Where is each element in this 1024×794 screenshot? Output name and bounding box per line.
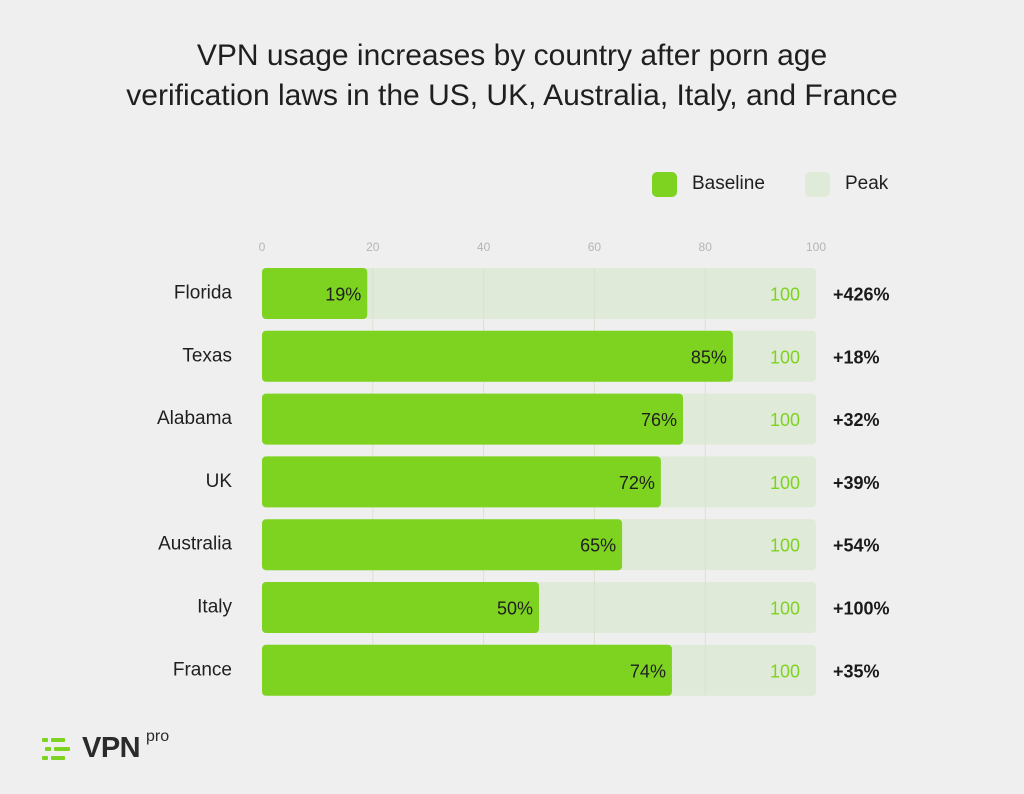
x-tick-label: 0 [259, 240, 266, 254]
peak-value-label: 100 [770, 285, 800, 305]
bar-baseline [262, 393, 684, 445]
baseline-value-label: 72% [619, 473, 655, 493]
peak-value-label: 100 [770, 661, 800, 681]
vpnpro-logo-superscript: pro [146, 728, 170, 745]
increase-label: +54% [833, 536, 880, 556]
increase-label: +18% [833, 347, 880, 367]
category-label: Texas [182, 345, 232, 366]
peak-value-label: 100 [770, 347, 800, 367]
x-tick-label: 40 [477, 240, 491, 254]
baseline-value-label: 74% [630, 661, 666, 681]
bar-baseline [262, 330, 733, 382]
legend-swatch-peak [805, 172, 830, 197]
x-tick-label: 20 [366, 240, 380, 254]
chart-title-line-2: verification laws in the US, UK, Austral… [126, 79, 898, 112]
x-tick-label: 80 [699, 240, 713, 254]
peak-value-label: 100 [770, 536, 800, 556]
increase-label: +32% [833, 410, 880, 430]
legend-swatch-baseline [652, 172, 677, 197]
category-label: Australia [158, 534, 232, 555]
bar-baseline [262, 519, 623, 571]
vpnpro-logo-text: VPN [82, 732, 141, 764]
category-label: France [173, 659, 232, 680]
increase-label: +426% [833, 285, 890, 305]
baseline-value-label: 76% [641, 410, 677, 430]
bar-baseline [262, 456, 661, 508]
category-label: Florida [174, 283, 233, 304]
baseline-value-label: 85% [691, 347, 727, 367]
peak-value-label: 100 [770, 410, 800, 430]
category-label: Italy [197, 597, 232, 618]
legend-label-peak: Peak [845, 173, 889, 194]
chart-title: VPN usage increases by country after por… [0, 36, 1024, 116]
category-label: Alabama [157, 408, 232, 429]
category-label: UK [206, 471, 233, 492]
peak-value-label: 100 [770, 473, 800, 493]
bar-baseline [262, 582, 539, 633]
baseline-value-label: 65% [580, 536, 616, 556]
legend-label-baseline: Baseline [692, 173, 765, 194]
chart-title-line-1: VPN usage increases by country after por… [196, 39, 828, 72]
bar-baseline [262, 268, 368, 319]
increase-label: +39% [833, 473, 880, 493]
increase-label: +100% [833, 599, 890, 619]
bar-peak [262, 268, 816, 319]
baseline-value-label: 50% [497, 599, 533, 619]
increase-label: +35% [833, 661, 880, 681]
vpnpro-logo-icon [42, 738, 70, 760]
bar-baseline [262, 644, 672, 696]
x-tick-label: 100 [806, 240, 826, 254]
x-tick-label: 60 [588, 240, 602, 254]
baseline-value-label: 19% [325, 285, 361, 305]
peak-value-label: 100 [770, 599, 800, 619]
